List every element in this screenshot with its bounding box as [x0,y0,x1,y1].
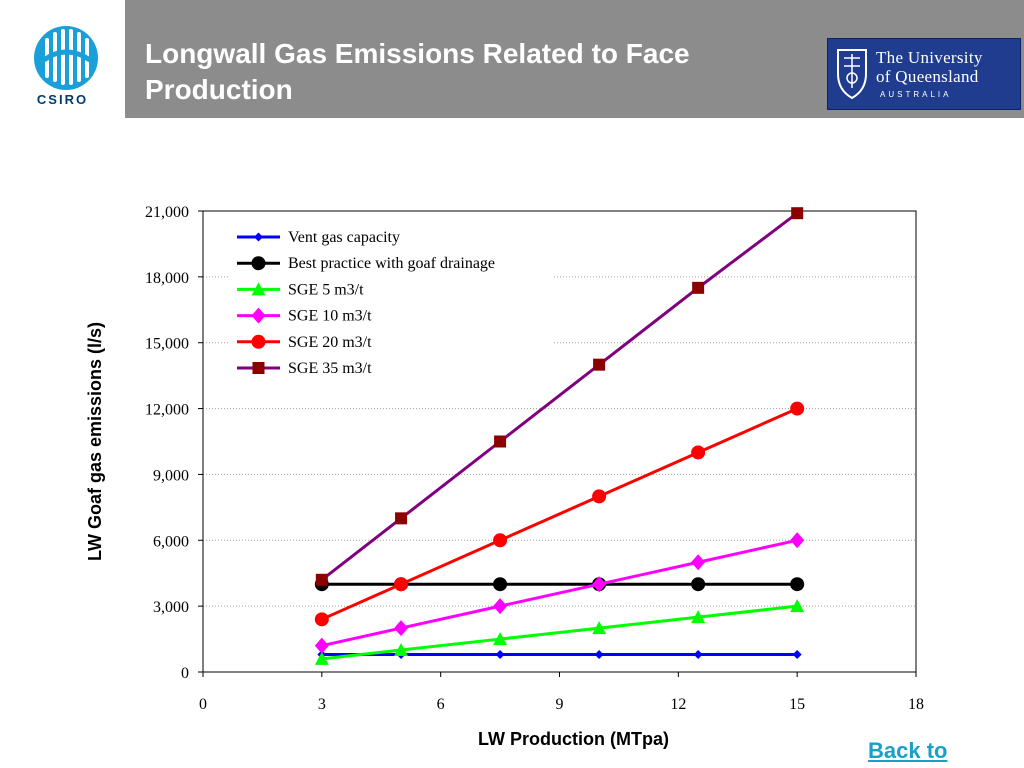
data-point-4 [314,612,329,627]
series-line-3 [321,538,798,648]
csiro-logo-icon [34,26,98,90]
uq-crest-icon [837,49,867,100]
legend-label: SGE 5 m3/t [288,281,364,298]
legend-label: SGE 10 m3/t [288,308,372,325]
x-tick-label: 9 [556,696,564,713]
data-point-0 [594,649,604,659]
uq-name-line3: AUSTRALIA [880,90,952,99]
y-tick-label: 18,000 [145,270,189,287]
data-point-2 [790,599,805,613]
data-point-4 [592,489,607,504]
y-tick-label: 21,000 [145,204,189,221]
data-point-5 [395,512,408,525]
data-point-5 [593,358,606,371]
y-tick-label: 9,000 [153,467,189,484]
series-line-4 [321,407,798,621]
data-point-5 [791,207,804,220]
legend-marker [251,282,266,296]
data-point-0 [495,649,505,659]
slide-header: CSIRO Longwall Gas Emissions Related to … [0,0,1024,118]
data-point-1 [790,577,805,592]
data-point-4 [493,533,508,548]
data-point-5 [315,573,328,586]
legend-label: SGE 35 m3/t [288,360,372,377]
back-to-link[interactable]: Back to [868,738,948,763]
series-line-5 [320,211,799,581]
legend-marker [251,256,266,271]
data-point-2 [394,643,409,657]
y-tick-label: 12,000 [145,402,189,419]
uq-name-line2: of Queensland [876,67,979,86]
data-point-1 [691,577,706,592]
data-point-3 [394,620,409,637]
data-point-3 [790,532,805,549]
legend-label: Vent gas capacity [288,229,400,246]
data-point-4 [394,577,409,592]
x-tick-label: 0 [199,696,207,713]
legend-marker [254,232,263,242]
data-point-4 [790,401,805,416]
legend-label: Best practice with goaf drainage [288,255,495,272]
y-tick-label: 0 [181,665,189,682]
data-point-1 [493,577,508,592]
data-point-3 [691,554,706,571]
x-tick-label: 6 [437,696,445,713]
data-point-5 [494,435,507,448]
x-tick-label: 12 [670,696,686,713]
data-point-2 [691,610,706,624]
y-axis-label: LW Goaf gas emissions (l/s) [85,322,105,561]
y-tick-label: 15,000 [145,336,189,353]
data-point-2 [493,632,508,646]
y-tick-label: 6,000 [153,533,189,550]
data-point-2 [592,621,607,635]
data-point-0 [693,649,703,659]
y-tick-label: 3,000 [153,599,189,616]
csiro-wordmark: CSIRO [36,92,89,107]
data-point-3 [493,598,508,615]
legend-marker [251,334,266,349]
legend-marker [251,307,266,324]
x-tick-label: 18 [908,696,924,713]
uq-name-line1: The University [876,48,983,67]
data-point-2 [314,651,329,665]
data-point-5 [692,281,705,294]
legend-label: SGE 20 m3/t [288,334,372,351]
uq-logo: The University of Queensland AUSTRALIA [827,38,1021,110]
data-point-3 [314,637,329,654]
data-point-3 [592,576,607,593]
legend-marker [252,362,265,374]
page-title: Longwall Gas Emissions Related to Face P… [145,38,690,105]
data-point-0 [792,649,802,659]
data-point-4 [691,445,706,460]
x-tick-label: 15 [789,696,805,713]
x-axis-label: LW Production (MTpa) [478,729,669,749]
series-line-2 [321,604,798,661]
csiro-logo: CSIRO [0,0,125,118]
legend-box [230,222,552,382]
x-tick-label: 3 [318,696,326,713]
